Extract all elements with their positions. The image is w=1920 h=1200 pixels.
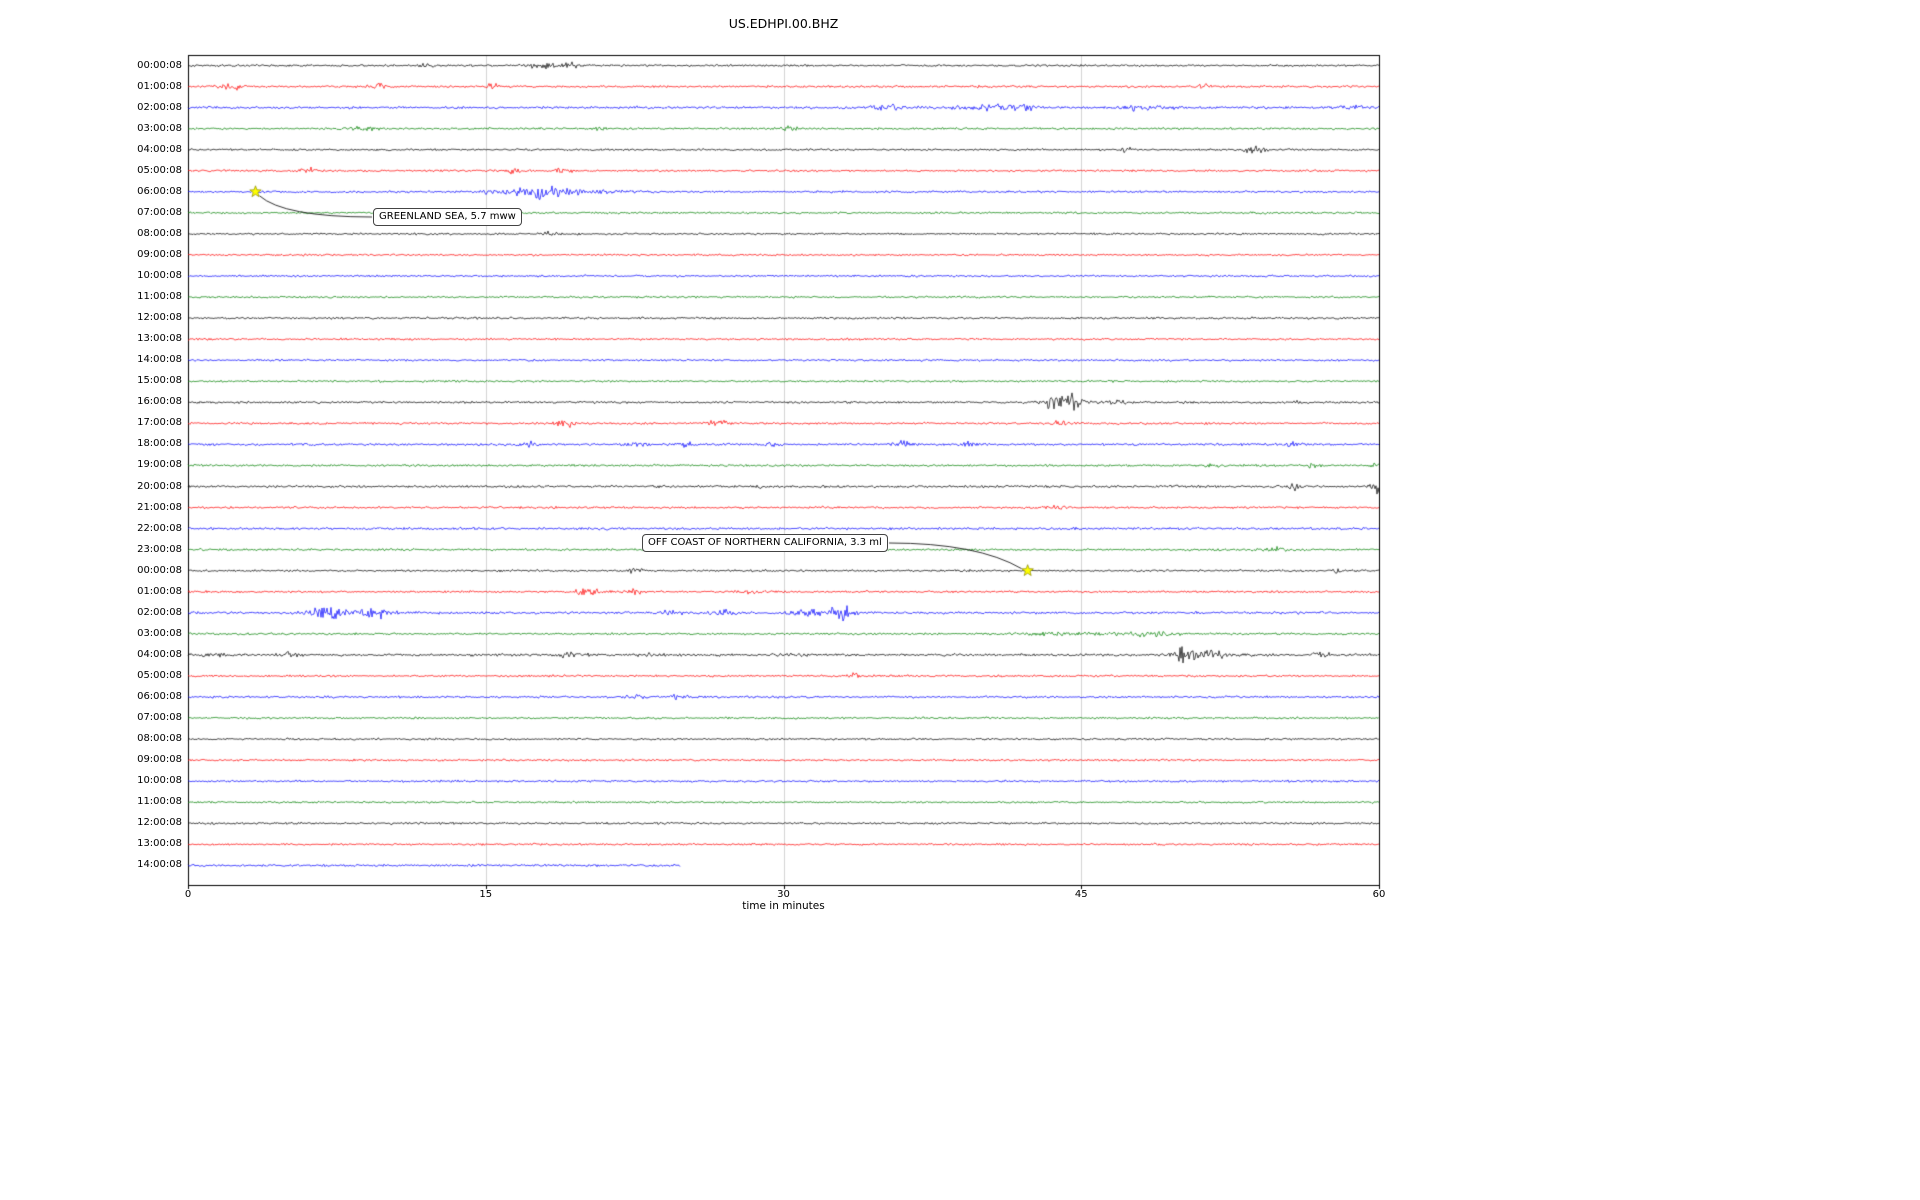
row-time-label: 16:00:08 xyxy=(137,396,182,408)
row-time-label: 12:00:08 xyxy=(137,312,182,324)
row-time-label: 10:00:08 xyxy=(137,270,182,281)
row-time-label: 15:00:08 xyxy=(137,375,182,387)
x-tick-label: 45 xyxy=(1074,889,1088,900)
x-tick-label: 60 xyxy=(1372,889,1386,900)
row-time-label: 05:00:08 xyxy=(137,164,182,176)
row-time-label: 18:00:08 xyxy=(137,438,182,450)
row-time-label: 00:00:08 xyxy=(137,59,182,71)
row-time-label: 12:00:08 xyxy=(137,817,182,829)
row-time-label: 10:00:08 xyxy=(137,775,182,787)
x-tick-label: 0 xyxy=(184,889,192,900)
row-time-label: 08:00:08 xyxy=(137,227,182,239)
row-time-label: 07:00:08 xyxy=(137,712,182,724)
row-time-label: 11:00:08 xyxy=(137,291,182,303)
event-annotation-label: GREENLAND SEA, 5.7 mww xyxy=(373,208,522,226)
row-time-label: 22:00:08 xyxy=(137,522,182,534)
row-time-label: 01:00:08 xyxy=(137,80,182,92)
row-time-label: 04:00:08 xyxy=(137,143,182,155)
row-time-label: 01:00:08 xyxy=(137,585,182,597)
row-time-label: 13:00:08 xyxy=(137,333,182,345)
row-time-label: 19:00:08 xyxy=(137,459,182,471)
x-tick-label: 15 xyxy=(479,889,493,900)
row-time-label: 14:00:08 xyxy=(137,859,182,871)
row-time-label: 17:00:08 xyxy=(137,417,182,429)
row-time-label: 14:00:08 xyxy=(137,354,182,366)
row-time-label: 04:00:08 xyxy=(137,648,182,660)
row-time-label: 02:00:08 xyxy=(137,606,182,618)
figure-title: US.EDHPI.00.BHZ xyxy=(728,16,839,31)
row-time-label: 09:00:08 xyxy=(137,754,182,766)
row-time-label: 03:00:08 xyxy=(137,122,182,134)
row-time-label: 21:00:08 xyxy=(137,501,182,513)
row-time-label: 00:00:08 xyxy=(137,564,182,576)
row-time-label: 11:00:08 xyxy=(137,796,182,808)
row-time-label: 23:00:08 xyxy=(137,543,182,555)
row-time-label: 03:00:08 xyxy=(137,627,182,639)
row-time-label: 06:00:08 xyxy=(137,691,182,702)
row-time-label: 05:00:08 xyxy=(137,669,182,681)
row-time-label: 09:00:08 xyxy=(137,248,182,260)
event-annotation-label: OFF COAST OF NORTHERN CALIFORNIA, 3.3 ml xyxy=(642,534,888,552)
row-time-label: 13:00:08 xyxy=(137,838,182,850)
row-time-label: 07:00:08 xyxy=(137,206,182,218)
row-time-label: 02:00:08 xyxy=(137,101,182,113)
row-time-label: 06:00:08 xyxy=(137,185,182,197)
row-time-label: 08:00:08 xyxy=(137,733,182,745)
row-time-label: 20:00:08 xyxy=(137,480,182,492)
x-axis-label: time in minutes xyxy=(742,900,825,912)
x-tick-label: 30 xyxy=(777,889,790,900)
